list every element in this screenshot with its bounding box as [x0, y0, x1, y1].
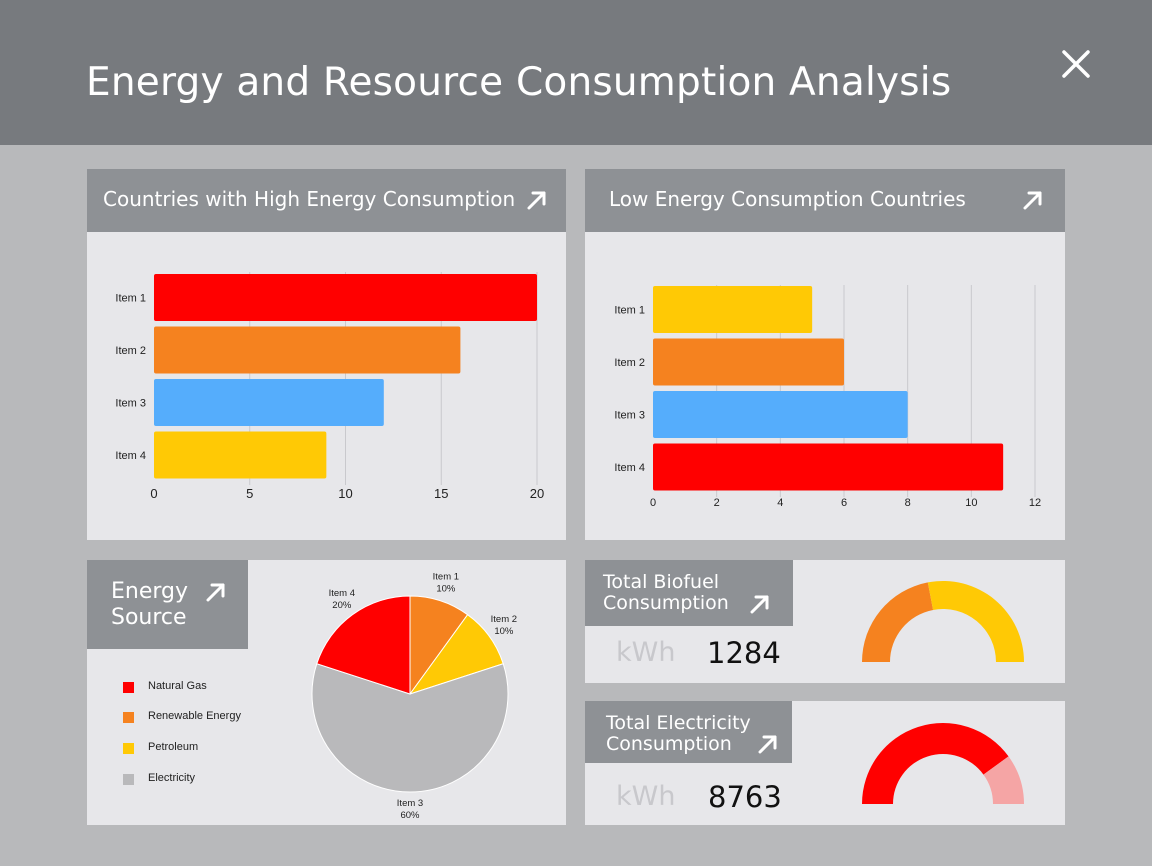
x-tick-label: 12 [1029, 497, 1041, 509]
legend-label: Renewable Energy [148, 710, 241, 722]
low-consumption-header: Low Energy Consumption Countries [585, 169, 1065, 232]
pie-percent: 20% [332, 600, 352, 611]
x-tick-label: 8 [905, 497, 911, 509]
bar [154, 274, 537, 321]
pie-slice [316, 595, 411, 695]
electricity-panel: Total Electricity Consumption kWh 8763 [585, 701, 1065, 825]
arrow-up-right-icon[interactable] [1021, 188, 1045, 212]
bar [154, 379, 384, 426]
legend-swatch-electricity [123, 774, 134, 785]
bar [154, 431, 327, 479]
biofuel-panel: Total Biofuel Consumption kWh 1284 [585, 560, 1065, 683]
electricity-unit: kWh [616, 781, 676, 812]
energy-source-title-line1: Energy [111, 579, 189, 604]
legend-swatch-natural-gas [123, 682, 134, 693]
x-tick-label: 5 [246, 486, 253, 501]
low-consumption-panel: Low Energy Consumption Countries 0 2 4 6 8 10… [585, 169, 1065, 540]
y-tick-label: Item 3 [614, 410, 645, 422]
gauge-filled-arc [862, 723, 1009, 804]
energy-source-title-line2: Source [111, 605, 187, 630]
arrow-up-right-icon[interactable] [748, 592, 772, 616]
x-tick-label: 0 [650, 497, 656, 509]
bar [653, 391, 908, 438]
legend-label: Electricity [148, 772, 196, 784]
legend-label: Natural Gas [148, 680, 207, 692]
legend-item: Natural Gas [123, 680, 303, 694]
gauge-remaining-arc [983, 756, 1024, 804]
x-tick-label: 20 [530, 486, 544, 501]
gauge-filled-arc [862, 582, 934, 662]
energy-source-header: Energy Source [87, 560, 248, 649]
electricity-title-line1: Total Electricity [606, 712, 751, 734]
arrow-up-right-icon[interactable] [204, 580, 228, 604]
gauge-remaining-arc [927, 581, 1024, 662]
pie-percent: 10% [436, 584, 456, 595]
electricity-header: Total Electricity Consumption [585, 701, 792, 763]
high-consumption-chart: 0 5 10 15 20 Item 1 Item 2 Item 3 Item 4 [115, 272, 544, 501]
page-title: Energy and Resource Consumption Analysis [86, 60, 952, 105]
x-tick-label: 6 [841, 497, 847, 509]
pie-label: Item 3 [397, 798, 423, 809]
x-tick-label: 15 [434, 486, 448, 501]
pie-label: Item 2 [491, 614, 517, 625]
biofuel-title-line1: Total Biofuel [603, 571, 720, 593]
legend-label: Petroleum [148, 741, 199, 753]
biofuel-gauge [862, 581, 1024, 662]
biofuel-title-line2: Consumption [603, 592, 729, 614]
biofuel-unit: kWh [616, 637, 676, 668]
legend-item: Petroleum [123, 741, 303, 755]
close-icon[interactable] [1058, 46, 1094, 82]
x-tick-label: 10 [965, 497, 977, 509]
low-consumption-chart: 0 2 4 6 8 10 12 Item 1 Item 2 Item 3 Item 4 [614, 285, 1041, 509]
x-tick-label: 2 [714, 497, 720, 509]
bar [653, 286, 813, 333]
bar [653, 443, 1004, 491]
energy-source-pie-chart: Item 110%Item 210%Item 360%Item 420% [311, 572, 517, 821]
electricity-title-line2: Consumption [606, 733, 732, 755]
x-tick-label: 0 [150, 486, 157, 501]
y-tick-label: Item 2 [614, 357, 645, 369]
x-tick-label: 4 [777, 497, 783, 509]
electricity-value: 8763 [708, 780, 782, 814]
legend-item: Renewable Energy [123, 710, 303, 724]
pie-slice [311, 663, 509, 793]
y-tick-label: Item 1 [614, 305, 645, 317]
y-tick-label: Item 4 [115, 450, 146, 462]
legend-swatch-petroleum [123, 743, 134, 754]
bar [154, 326, 461, 374]
legend-item: Electricity [123, 772, 303, 786]
pie-label: Item 1 [433, 572, 459, 583]
y-tick-label: Item 2 [115, 345, 146, 357]
low-consumption-title: Low Energy Consumption Countries [609, 187, 966, 211]
high-consumption-panel: Countries with High Energy Consumption 0… [87, 169, 566, 540]
y-tick-label: Item 4 [614, 462, 645, 474]
arrow-up-right-icon[interactable] [756, 732, 780, 756]
arrow-up-right-icon[interactable] [525, 188, 549, 212]
y-tick-label: Item 3 [115, 398, 146, 410]
electricity-gauge [862, 723, 1024, 804]
high-consumption-header: Countries with High Energy Consumption [87, 169, 566, 232]
energy-source-panel: Energy Source Natural Gas Renewable Ener… [87, 560, 566, 825]
bar [653, 338, 844, 386]
biofuel-value: 1284 [707, 636, 781, 670]
legend-swatch-renewable [123, 712, 134, 723]
header-bar: Energy and Resource Consumption Analysis [0, 0, 1152, 145]
high-consumption-title: Countries with High Energy Consumption [103, 187, 516, 211]
biofuel-header: Total Biofuel Consumption [585, 560, 793, 626]
pie-percent: 10% [494, 626, 514, 637]
y-tick-label: Item 1 [115, 293, 146, 305]
x-tick-label: 10 [338, 486, 352, 501]
pie-percent: 60% [400, 810, 420, 821]
pie-label: Item 4 [329, 588, 355, 599]
